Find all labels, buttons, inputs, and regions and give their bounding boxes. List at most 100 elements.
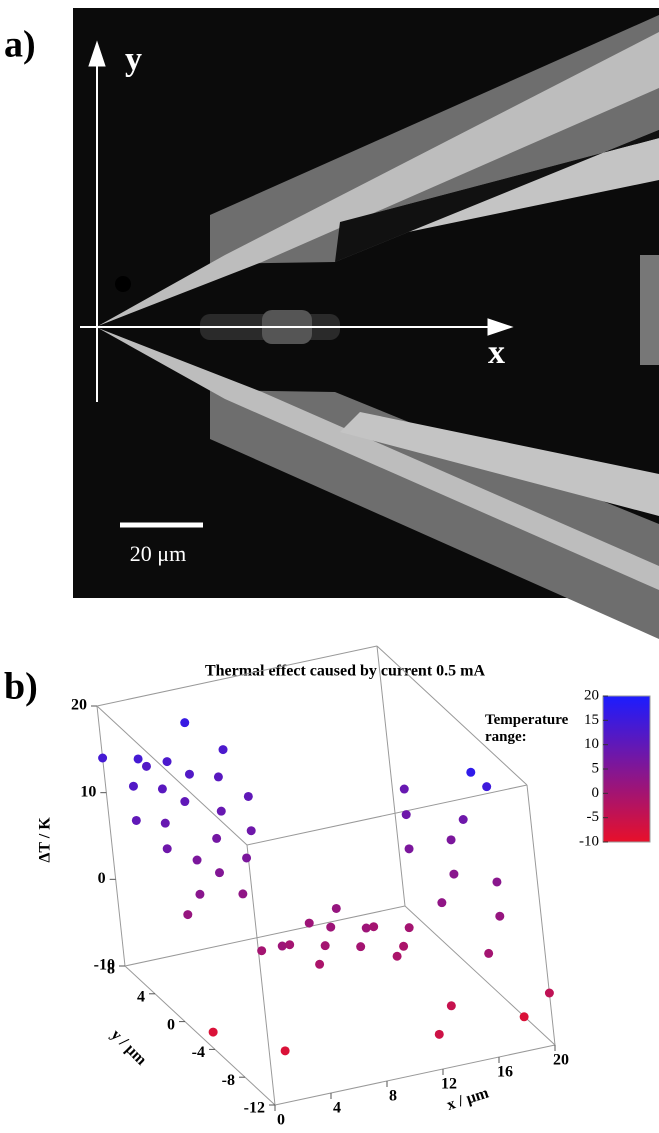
data-point (180, 797, 190, 807)
colorbar-tick-label: -5 (587, 809, 600, 825)
axis-label-y: y (125, 41, 142, 78)
data-point (437, 898, 447, 908)
y-axis-title: y / μm (107, 1026, 150, 1069)
data-point (98, 753, 108, 763)
data-point (458, 815, 468, 824)
data-point (320, 941, 330, 951)
box-edge (124, 905, 406, 967)
data-point (213, 772, 223, 782)
data-point (208, 1027, 218, 1037)
data-point (404, 844, 414, 854)
x-tick-label: 4 (333, 1100, 341, 1117)
data-point (195, 889, 205, 899)
z-tick-label: 0 (98, 870, 106, 887)
panel-label: b) (4, 666, 38, 708)
data-point (446, 835, 456, 845)
data-point (326, 922, 336, 932)
colorbar-tick-label: -10 (579, 833, 599, 849)
panel-label: a) (4, 24, 36, 66)
data-point (434, 1029, 444, 1039)
data-point (215, 868, 224, 878)
data-point (160, 818, 170, 828)
data-point (315, 959, 325, 969)
data-point (304, 918, 314, 928)
data-point (162, 757, 172, 767)
box-edge (124, 965, 276, 1106)
data-point (404, 923, 414, 933)
electrodes (98, 15, 659, 639)
data-point (141, 761, 151, 771)
data-point (446, 1001, 456, 1011)
data-point (180, 718, 190, 728)
y-tick-label: 0 (167, 1016, 175, 1033)
data-point (492, 877, 502, 887)
data-point (519, 1012, 529, 1022)
data-point (449, 869, 459, 879)
data-point (369, 922, 379, 932)
x-tick-label: 12 (441, 1076, 457, 1093)
y-tick-label: -12 (244, 1100, 265, 1117)
data-point (212, 833, 222, 843)
data-point (399, 784, 409, 794)
x-tick-label: 16 (497, 1064, 513, 1081)
y-tick-label: -8 (222, 1072, 235, 1089)
colorbar-tick-label: 5 (592, 760, 600, 776)
y-tick-label: 4 (137, 988, 145, 1005)
box-edge (376, 645, 528, 786)
data-point (243, 791, 253, 801)
colorbar-tick-label: 15 (584, 712, 599, 728)
box-edge (376, 645, 406, 907)
colorbar-label: Temperature range: (485, 712, 569, 745)
data-point (242, 853, 252, 863)
data-point (399, 941, 409, 951)
data-point (183, 910, 193, 920)
data-point (544, 988, 554, 998)
data-point (218, 745, 228, 755)
data-point (401, 810, 411, 820)
z-axis-title: ΔT / K (37, 817, 54, 863)
data-point (495, 911, 505, 921)
y-tick-label: 8 (107, 961, 115, 978)
box-edge (96, 705, 248, 846)
data-point (184, 769, 194, 779)
data-point (285, 940, 295, 950)
data-point (131, 815, 141, 825)
data-point (482, 782, 492, 792)
data-point (361, 923, 371, 933)
data-point (157, 784, 167, 794)
data-point (216, 806, 226, 816)
box-edge (96, 705, 126, 967)
colorbar-tick-label: 10 (584, 736, 599, 752)
y-tick-label: -4 (192, 1044, 205, 1061)
box-edge (246, 844, 276, 1106)
x-tick-label: 20 (553, 1052, 569, 1069)
data-point (392, 951, 402, 961)
z-tick-label: -10 (94, 957, 115, 974)
data-point (128, 781, 138, 791)
data-point (484, 948, 494, 958)
box-edge (246, 784, 528, 846)
data-point (280, 1046, 290, 1056)
z-tick-label: 20 (71, 697, 87, 714)
data-point (277, 941, 287, 951)
box-edge (526, 784, 556, 1046)
scale-bar-label: 20 μm (130, 541, 186, 566)
data-point (162, 844, 172, 854)
box-edge (404, 905, 556, 1046)
data-point (133, 754, 143, 764)
colorbar-tick-label: 0 (592, 785, 600, 801)
x-tick-label: 0 (277, 1112, 285, 1129)
data-point (192, 855, 202, 865)
axes-overlay (80, 40, 514, 528)
box-edge (274, 1044, 556, 1106)
box-edge (96, 645, 378, 707)
data-point (257, 946, 267, 956)
data-point (238, 889, 248, 899)
x-tick-label: 8 (389, 1088, 397, 1105)
colorbar-tick-label: 20 (584, 687, 599, 703)
axis-label-x: x (488, 334, 505, 371)
data-point (356, 942, 366, 952)
colorbar (602, 695, 651, 843)
z-tick-label: 10 (80, 783, 96, 800)
